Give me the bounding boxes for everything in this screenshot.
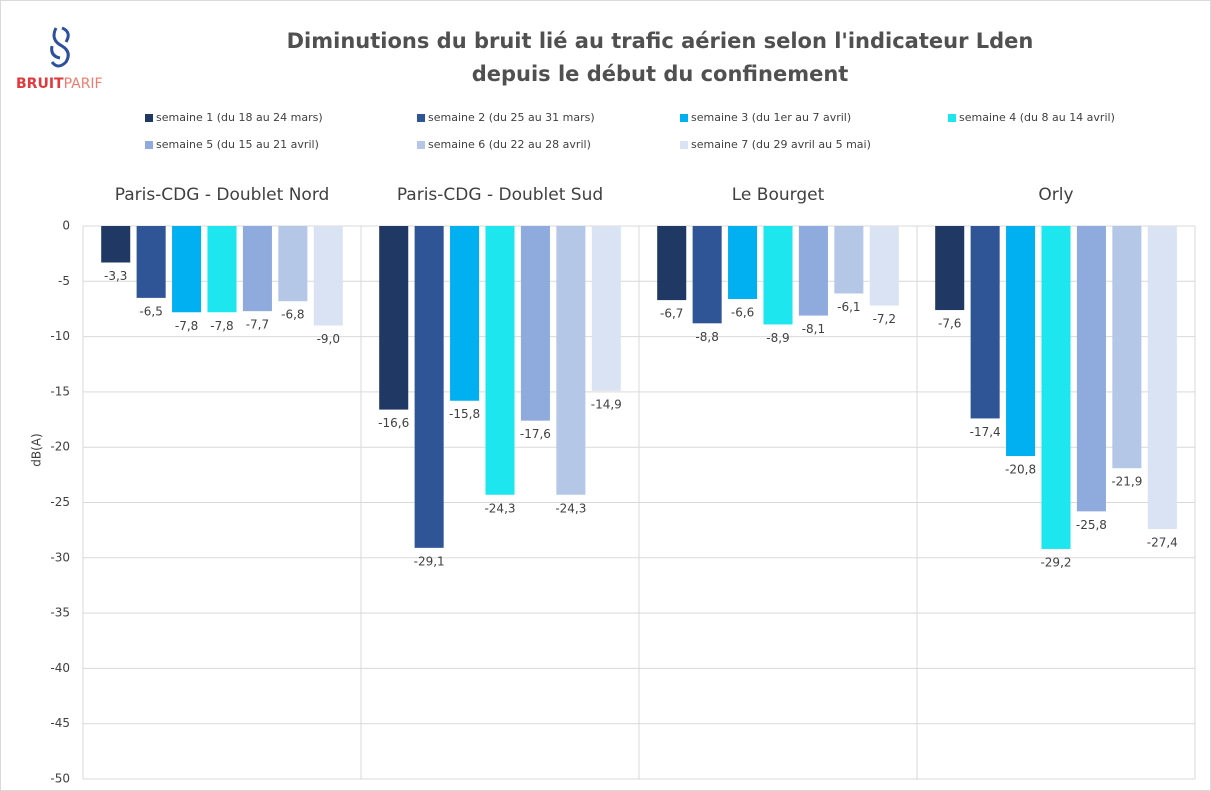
data-label: -7,7 bbox=[246, 318, 269, 332]
legend-label: semaine 7 (du 29 avril au 5 mai) bbox=[691, 138, 871, 151]
data-label: -3,3 bbox=[104, 269, 127, 283]
y-axis-label: dB(A) bbox=[30, 433, 44, 466]
data-label: -21,9 bbox=[1111, 475, 1142, 489]
y-tick-label: -45 bbox=[50, 716, 70, 730]
y-tick-label: -10 bbox=[50, 329, 70, 343]
bar bbox=[1041, 226, 1071, 549]
logo: BRUITPARIF bbox=[16, 26, 103, 92]
bar bbox=[313, 226, 343, 326]
data-label: -24,3 bbox=[484, 501, 515, 515]
data-label: -7,8 bbox=[175, 319, 198, 333]
bar bbox=[485, 226, 515, 495]
y-tick-label: -20 bbox=[50, 440, 70, 454]
data-label: -8,9 bbox=[766, 331, 789, 345]
data-label: -6,6 bbox=[731, 305, 754, 319]
legend-label: semaine 6 (du 22 au 28 avril) bbox=[428, 138, 591, 151]
bar bbox=[728, 226, 758, 299]
y-tick-label: -30 bbox=[50, 550, 70, 564]
bar bbox=[763, 226, 793, 325]
bar bbox=[1006, 226, 1036, 457]
bar bbox=[207, 226, 237, 313]
chart-title: Diminutions du bruit lié au trafic aérie… bbox=[287, 29, 1034, 53]
data-label: -27,4 bbox=[1147, 536, 1178, 550]
bar bbox=[101, 226, 131, 263]
legend-swatch bbox=[417, 141, 425, 149]
y-tick-label: -25 bbox=[50, 495, 70, 509]
category-label: Paris-CDG - Doublet Nord bbox=[115, 185, 330, 205]
data-label: -6,8 bbox=[281, 308, 304, 322]
legend-swatch bbox=[417, 114, 425, 122]
logo-part: PARIF bbox=[64, 76, 103, 92]
data-label: -15,8 bbox=[449, 407, 480, 421]
category-label: Orly bbox=[1038, 185, 1073, 205]
bar bbox=[591, 226, 621, 391]
legend-swatch bbox=[948, 114, 956, 122]
legend-label: semaine 1 (du 18 au 24 mars) bbox=[156, 111, 323, 124]
legend-label: semaine 2 (du 25 au 31 mars) bbox=[428, 111, 595, 124]
bar bbox=[798, 226, 828, 316]
data-label: -17,6 bbox=[520, 427, 551, 441]
chart-title: depuis le début du confinement bbox=[472, 62, 849, 86]
data-label: -29,2 bbox=[1040, 555, 1071, 569]
data-label: -8,8 bbox=[695, 330, 718, 344]
logo-text: BRUITPARIF bbox=[16, 76, 103, 92]
bar bbox=[278, 226, 308, 302]
data-label: -24,3 bbox=[555, 501, 586, 515]
y-tick-label: -40 bbox=[50, 661, 70, 675]
bar bbox=[1147, 226, 1177, 530]
data-label: -14,9 bbox=[591, 397, 622, 411]
data-label: -25,8 bbox=[1076, 518, 1107, 532]
bar bbox=[450, 226, 480, 401]
y-tick-label: -35 bbox=[50, 606, 70, 620]
legend-label: semaine 3 (du 1er au 7 avril) bbox=[691, 111, 851, 124]
category-label: Le Bourget bbox=[732, 185, 825, 205]
data-label: -7,2 bbox=[873, 312, 896, 326]
data-label: -29,1 bbox=[414, 554, 445, 568]
data-label: -7,8 bbox=[210, 319, 233, 333]
y-tick-label: 0 bbox=[62, 219, 70, 233]
y-tick-label: -15 bbox=[50, 384, 70, 398]
data-label: -16,6 bbox=[378, 416, 409, 430]
legend-label: semaine 4 (du 8 au 14 avril) bbox=[959, 111, 1115, 124]
legend-swatch bbox=[680, 141, 688, 149]
legend-swatch bbox=[145, 141, 153, 149]
bar bbox=[1076, 226, 1106, 512]
bar bbox=[1112, 226, 1142, 469]
data-label: -6,1 bbox=[837, 300, 860, 314]
bar bbox=[379, 226, 409, 410]
data-label: -9,0 bbox=[317, 332, 340, 346]
data-label: -7,6 bbox=[938, 317, 961, 331]
y-tick-label: -50 bbox=[50, 772, 70, 786]
data-label: -6,7 bbox=[660, 307, 683, 321]
bar bbox=[172, 226, 202, 313]
logo-part: BRUIT bbox=[16, 76, 64, 92]
legend-label: semaine 5 (du 15 au 21 avril) bbox=[156, 138, 319, 151]
bar bbox=[834, 226, 864, 294]
data-label: -20,8 bbox=[1005, 463, 1036, 477]
bar bbox=[136, 226, 166, 298]
data-label: -8,1 bbox=[802, 322, 825, 336]
data-label: -17,4 bbox=[970, 425, 1001, 439]
bar bbox=[935, 226, 965, 311]
y-tick-label: -5 bbox=[58, 274, 70, 288]
logo-icon bbox=[50, 26, 70, 68]
bar bbox=[556, 226, 586, 495]
bar bbox=[242, 226, 272, 312]
bar bbox=[520, 226, 550, 421]
bar bbox=[414, 226, 444, 548]
category-label: Paris-CDG - Doublet Sud bbox=[397, 185, 603, 205]
bar bbox=[970, 226, 1000, 419]
bar bbox=[869, 226, 899, 306]
data-label: -6,5 bbox=[139, 304, 162, 318]
bar bbox=[692, 226, 722, 324]
legend-swatch bbox=[145, 114, 153, 122]
legend-swatch bbox=[680, 114, 688, 122]
bar bbox=[657, 226, 687, 301]
